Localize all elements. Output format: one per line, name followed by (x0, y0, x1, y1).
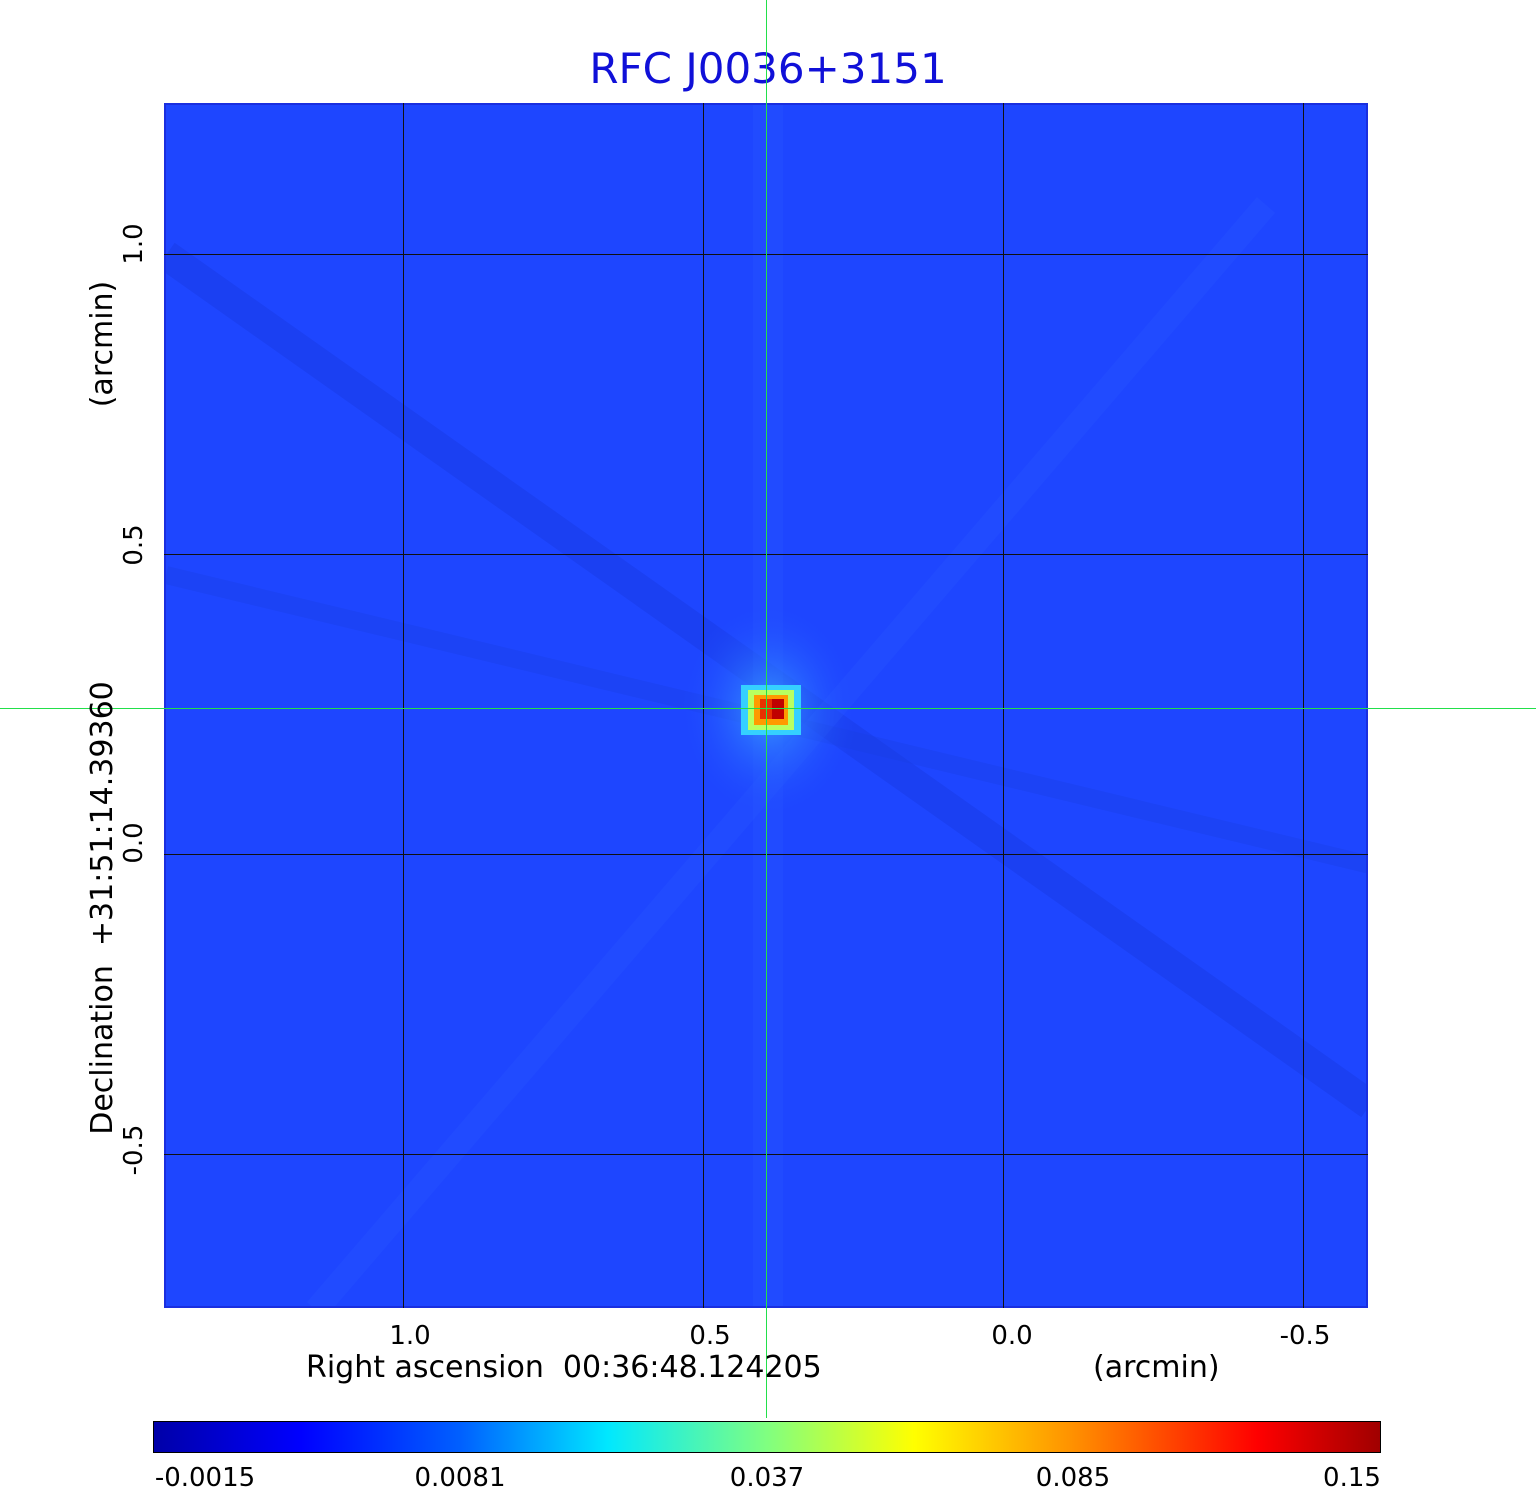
colorbar-tick-label: 0.15 (1323, 1463, 1381, 1493)
x-axis-unit: (arcmin) (1093, 1350, 1220, 1385)
grid-line (703, 103, 704, 1308)
radio-image-canvas (166, 105, 1366, 1306)
crosshair-vertical (766, 0, 767, 1418)
image-title: RFC J0036+3151 (589, 44, 947, 93)
colorbar-tick-label: -0.0015 (154, 1463, 256, 1493)
x-tick-label: -0.5 (1279, 1321, 1331, 1351)
y-axis-label: Declination +31:51:14.39360 (85, 681, 120, 1135)
grid-line (1303, 103, 1304, 1308)
source-peak-right (772, 699, 784, 719)
crosshair-horizontal (0, 708, 1536, 709)
x-axis-label: Right ascension 00:36:48.124205 (306, 1350, 822, 1385)
colorbar-tick-label: 0.085 (1035, 1463, 1111, 1493)
x-tick-label: 0.0 (991, 1321, 1033, 1351)
colorbar-tick-label: 0.0081 (414, 1463, 506, 1493)
y-tick-label: 0.0 (119, 822, 149, 864)
y-tick-label: 0.5 (119, 524, 149, 566)
y-tick-label: -0.5 (119, 1124, 149, 1176)
x-tick-label: 1.0 (389, 1321, 431, 1351)
grid-line (1003, 103, 1004, 1308)
colorbar (153, 1421, 1381, 1453)
x-tick-label: 0.5 (689, 1321, 731, 1351)
y-tick-label: 1.0 (119, 223, 149, 265)
colorbar-tick-label: 0.037 (729, 1463, 805, 1493)
grid-line (403, 103, 404, 1308)
y-axis-unit: (arcmin) (85, 280, 120, 408)
